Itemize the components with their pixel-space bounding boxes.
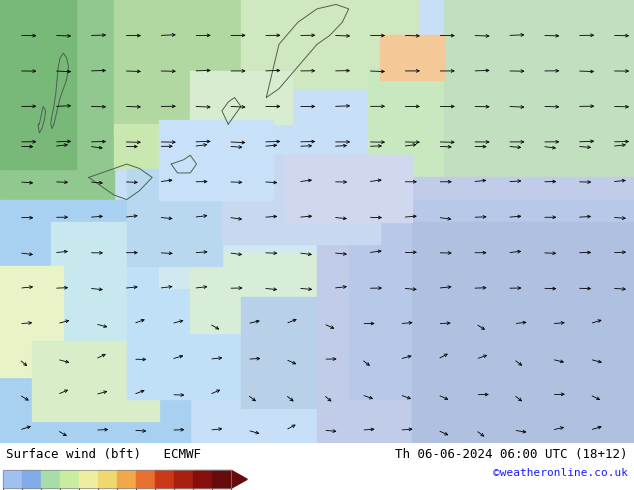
Bar: [317, 177, 634, 443]
Bar: [380, 35, 444, 80]
Bar: [98, 470, 117, 488]
Bar: [0, 266, 63, 377]
Bar: [117, 470, 136, 488]
Bar: [3, 470, 231, 488]
Bar: [136, 470, 155, 488]
Bar: [412, 221, 634, 443]
Bar: [158, 120, 273, 199]
Bar: [241, 297, 431, 408]
Polygon shape: [231, 470, 247, 488]
Bar: [22, 470, 41, 488]
Bar: [79, 470, 98, 488]
Bar: [222, 155, 380, 244]
Bar: [174, 470, 193, 488]
Bar: [32, 342, 158, 421]
Text: ©weatheronline.co.uk: ©weatheronline.co.uk: [493, 467, 628, 478]
Bar: [349, 199, 634, 399]
Bar: [190, 253, 349, 333]
Bar: [193, 470, 212, 488]
Text: Th 06-06-2024 06:00 UTC (18+12): Th 06-06-2024 06:00 UTC (18+12): [395, 448, 628, 461]
Bar: [212, 470, 231, 488]
Bar: [285, 155, 412, 221]
Bar: [51, 222, 178, 355]
Bar: [0, 199, 190, 443]
Bar: [190, 71, 292, 124]
Bar: [41, 470, 60, 488]
Bar: [114, 0, 254, 133]
Bar: [114, 124, 203, 169]
Bar: [0, 0, 76, 169]
Bar: [60, 470, 79, 488]
Bar: [158, 177, 349, 288]
Bar: [444, 0, 634, 244]
Bar: [3, 470, 22, 488]
Bar: [127, 169, 222, 266]
Bar: [368, 67, 444, 199]
Bar: [241, 0, 418, 89]
Bar: [127, 244, 317, 399]
Bar: [0, 0, 114, 199]
Text: Surface wind (bft)   ECMWF: Surface wind (bft) ECMWF: [6, 448, 202, 461]
Bar: [155, 470, 174, 488]
